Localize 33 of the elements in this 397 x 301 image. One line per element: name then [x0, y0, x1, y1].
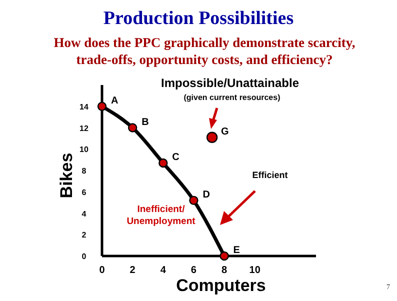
y-tick-label: 6 [82, 188, 87, 197]
annotation: G [221, 126, 230, 138]
x-tick-label: 4 [160, 265, 166, 276]
annotation: B [142, 116, 149, 128]
chart-subtitle: How does the PPC graphically demonstrate scarcity, trade-offs, opportunity costs, and efficiency? [54, 35, 356, 67]
point [220, 251, 229, 261]
y-tick-label: 10 [80, 145, 89, 154]
y-tick-label: 8 [82, 166, 87, 176]
annotation: (given current resources) [184, 93, 281, 102]
annotation: Inefficient/ Unemployment [126, 204, 196, 227]
annotation: A [111, 95, 118, 106]
x-tick-label: 10 [249, 265, 261, 276]
point [158, 158, 168, 168]
point [128, 123, 138, 132]
x-tick-label: 8 [222, 265, 228, 276]
x-tick-label: 2 [130, 265, 136, 276]
point [97, 102, 107, 111]
point [189, 196, 198, 206]
x-tick-label: 6 [190, 265, 197, 276]
x-tick-label: 0 [99, 265, 106, 276]
y-tick-label: 4 [82, 209, 87, 218]
annotation: Impossible/Unattainable [160, 76, 300, 90]
annotation: C [172, 152, 180, 164]
x-axis-title: Computers [176, 276, 266, 295]
y-tick-label: 12 [80, 124, 89, 133]
y-tick-label: 14 [80, 102, 89, 112]
annotation: E [233, 245, 240, 256]
y-tick-label: 0 [82, 252, 87, 261]
annotation: Efficient [252, 170, 288, 180]
annotation: D [202, 189, 210, 200]
y-tick-label: 2 [82, 230, 87, 240]
y-axis-title: Bikes [57, 152, 76, 198]
chart-title: Production Possibilities [103, 8, 294, 29]
